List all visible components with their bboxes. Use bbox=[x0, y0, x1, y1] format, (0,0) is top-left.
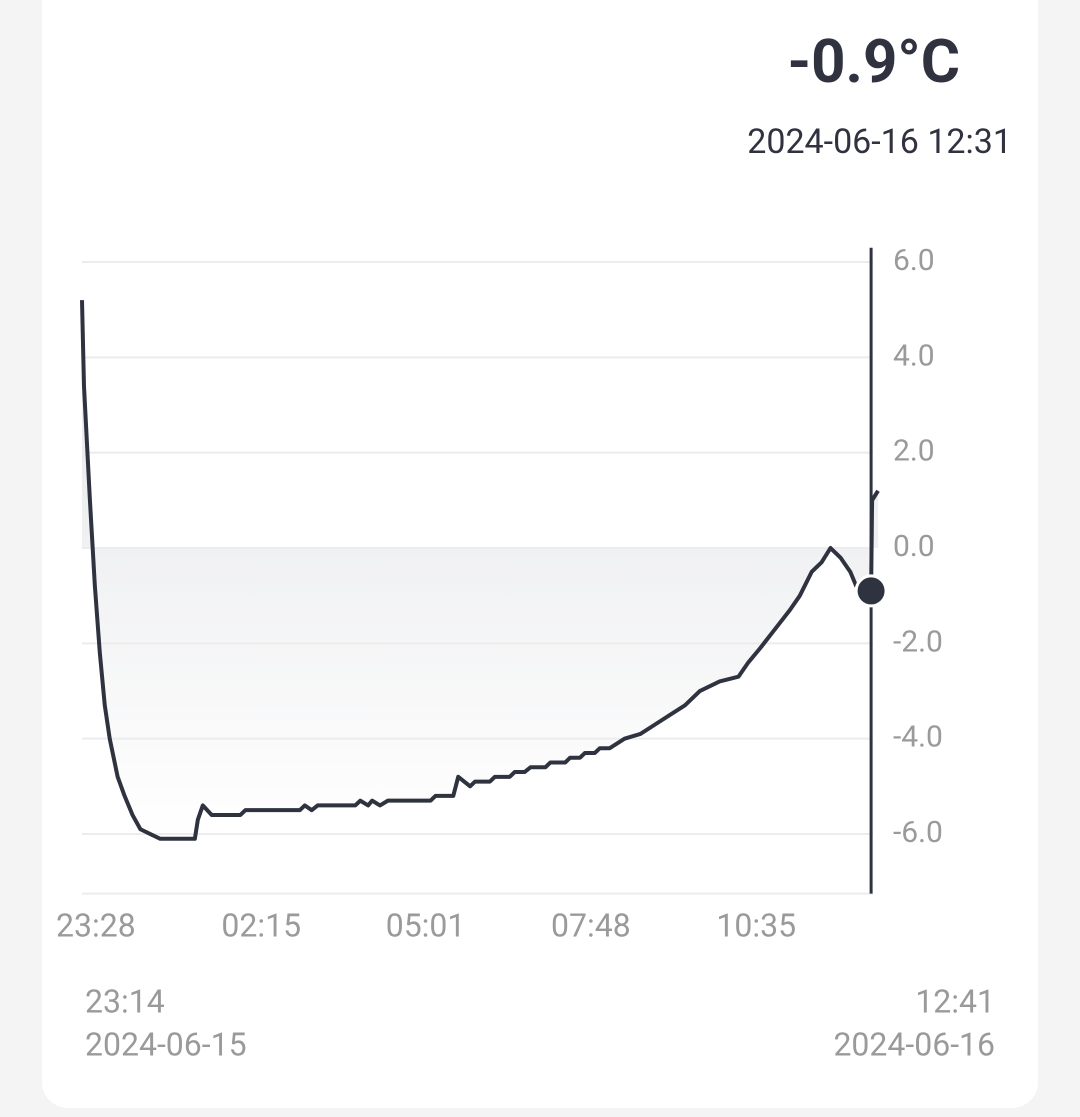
x-tick-label: 02:15 bbox=[221, 906, 301, 944]
y-tick-label: -4.0 bbox=[893, 720, 943, 755]
start-time: 23:14 bbox=[85, 982, 165, 1020]
end-time: 12:41 bbox=[915, 982, 995, 1020]
y-tick-label: 4.0 bbox=[893, 338, 935, 373]
x-tick-label: 05:01 bbox=[386, 906, 466, 944]
end-date: 2024-06-16 bbox=[833, 1025, 995, 1063]
y-tick-label: -2.0 bbox=[893, 624, 943, 659]
x-tick-label: 23:28 bbox=[56, 906, 136, 944]
y-tick-label: 2.0 bbox=[893, 434, 935, 469]
line bbox=[80, 300, 880, 841]
y-tick-label: -6.0 bbox=[893, 815, 943, 850]
y-tick-label: 6.0 bbox=[893, 243, 935, 278]
start-date: 2024-06-15 bbox=[85, 1025, 247, 1063]
area-fill bbox=[82, 300, 879, 839]
current-value: -0.9°C bbox=[787, 26, 960, 97]
x-tick-label: 07:48 bbox=[551, 906, 631, 944]
x-tick-label: 10:35 bbox=[716, 906, 796, 944]
cursor-point bbox=[854, 574, 888, 608]
y-tick-label: 0.0 bbox=[893, 529, 935, 564]
current-time: 2024-06-16 12:31 bbox=[747, 122, 1012, 162]
